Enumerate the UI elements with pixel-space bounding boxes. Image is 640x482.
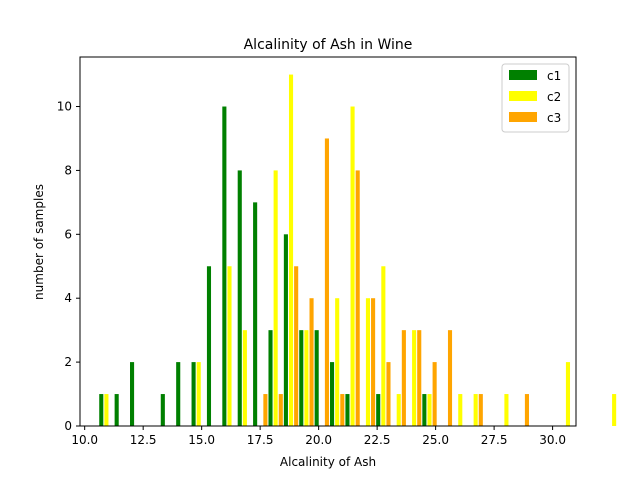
plot-frame <box>79 56 577 427</box>
legend-swatch-c2 <box>509 91 537 101</box>
bar-c2-33 <box>612 394 617 426</box>
bar-c1-13 <box>299 330 304 426</box>
bar-c3-27 <box>524 394 529 426</box>
legend-swatch-c3 <box>509 112 537 122</box>
x-tick-label: 12.5 <box>130 433 157 447</box>
y-tick-label: 0 <box>64 419 72 433</box>
x-tick-label: 27.5 <box>481 433 508 447</box>
chart-title: Alcalinity of Ash in Wine <box>244 37 413 53</box>
bar-c2-0 <box>104 394 109 426</box>
legend-swatch-c1 <box>509 70 537 80</box>
bar-c2-21 <box>427 394 432 426</box>
bar-c1-6 <box>191 362 196 426</box>
bar-c2-8 <box>227 266 232 426</box>
bar-c2-18 <box>381 266 386 426</box>
bar-c2-9 <box>242 330 247 426</box>
y-tick-label: 8 <box>64 163 72 177</box>
y-tick-label: 10 <box>57 100 72 114</box>
legend-label-c3: c3 <box>547 111 561 125</box>
bar-c2-19 <box>396 394 401 426</box>
bar-c1-2 <box>130 362 135 426</box>
x-tick-label: 30.0 <box>539 433 566 447</box>
bar-c3-15 <box>340 394 345 426</box>
bar-c1-1 <box>114 394 119 426</box>
bar-c1-10 <box>253 202 258 426</box>
x-tick-label: 10.0 <box>71 433 98 447</box>
bar-c3-21 <box>432 362 437 426</box>
bar-c2-12 <box>288 74 294 426</box>
bar-c2-24 <box>473 394 478 426</box>
bar-c3-20 <box>417 330 422 426</box>
bars-layer <box>99 74 617 427</box>
bar-c1-5 <box>176 362 181 426</box>
legend-label-c2: c2 <box>547 90 561 104</box>
bar-c1-16 <box>345 394 350 426</box>
x-tick-label: 20.0 <box>305 433 332 447</box>
bar-c3-16 <box>355 170 360 426</box>
x-tick-label: 25.0 <box>422 433 449 447</box>
bar-c3-13 <box>309 298 314 426</box>
bar-c1-18 <box>376 394 381 426</box>
bar-c3-19 <box>401 330 406 426</box>
bar-c1-0 <box>99 394 104 426</box>
y-tick-label: 2 <box>64 355 72 369</box>
bar-c2-23 <box>458 394 463 426</box>
x-axis-label: Alcalinity of Ash <box>280 455 376 469</box>
bar-c2-13 <box>304 330 309 426</box>
y-tick-label: 4 <box>64 291 72 305</box>
bar-c3-14 <box>324 138 329 426</box>
bar-c1-8 <box>222 106 227 427</box>
bar-c1-7 <box>206 266 212 426</box>
x-tick-label: 22.5 <box>364 433 391 447</box>
y-axis-label: number of samples <box>32 184 46 300</box>
bar-c3-12 <box>294 266 299 426</box>
bar-c3-17 <box>371 298 376 426</box>
bar-c2-11 <box>273 170 278 426</box>
bar-c2-17 <box>365 298 371 426</box>
bar-c1-12 <box>283 234 288 426</box>
x-tick-label: 15.0 <box>188 433 215 447</box>
bar-c2-15 <box>335 298 340 426</box>
bar-c3-18 <box>386 362 391 426</box>
bar-c2-26 <box>504 394 509 426</box>
bar-c3-22 <box>447 330 453 426</box>
x-tick-label: 17.5 <box>247 433 274 447</box>
y-tick-label: 6 <box>64 227 72 241</box>
bar-c1-4 <box>160 394 165 426</box>
legend: c1 c2 c3 <box>501 63 570 133</box>
bar-c2-30 <box>565 362 571 426</box>
bar-c2-20 <box>412 330 417 426</box>
bar-c1-14 <box>314 330 319 426</box>
axes-layer: 10.0 12.5 15.0 17.5 20.0 22.5 25.0 27.5 30.0 0 2 4 6… <box>57 56 577 447</box>
bar-c3-24 <box>478 394 483 426</box>
bar-c1-15 <box>330 362 335 426</box>
bar-c1-9 <box>237 170 242 426</box>
bar-c1-21 <box>422 394 427 426</box>
bar-c3-11 <box>278 394 283 426</box>
legend-label-c1: c1 <box>547 69 561 83</box>
bar-c2-16 <box>350 106 355 427</box>
bar-c3-10 <box>263 394 268 426</box>
bar-c1-11 <box>268 330 273 426</box>
bar-c2-6 <box>196 362 201 426</box>
